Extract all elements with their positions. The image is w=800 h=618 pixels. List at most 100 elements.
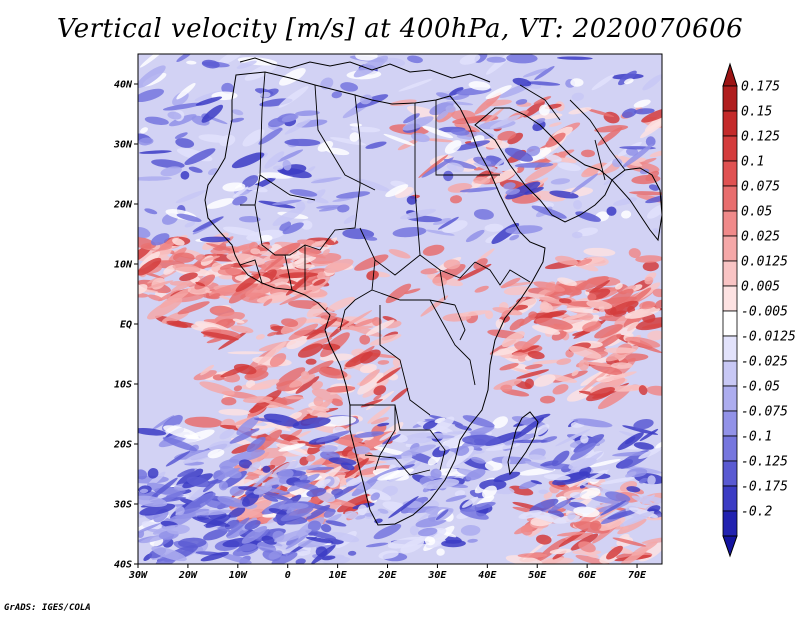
field-streak bbox=[307, 520, 322, 532]
field-streak bbox=[522, 100, 545, 118]
field-streak bbox=[328, 457, 357, 466]
field-streak bbox=[420, 295, 449, 317]
field-streak bbox=[373, 446, 410, 457]
field-streak bbox=[235, 273, 261, 292]
field-streak bbox=[429, 101, 454, 116]
field-streak bbox=[468, 81, 491, 91]
field-streak bbox=[436, 110, 449, 120]
field-streak bbox=[259, 234, 273, 242]
field-streak bbox=[315, 546, 328, 557]
y-tick-label: 30N bbox=[113, 140, 133, 151]
field-streak bbox=[600, 477, 635, 485]
field-streak bbox=[402, 116, 434, 131]
field-streak bbox=[626, 486, 641, 493]
colorbar-label: -0.2 bbox=[741, 505, 772, 520]
field-streak bbox=[522, 68, 547, 78]
field-streak bbox=[297, 440, 326, 449]
field-streak bbox=[255, 334, 265, 340]
field-streak bbox=[218, 408, 250, 416]
field-streak bbox=[641, 107, 662, 123]
field-streak bbox=[207, 479, 223, 484]
field-streak bbox=[241, 525, 268, 544]
field-streak bbox=[172, 263, 201, 273]
field-streak bbox=[271, 552, 298, 564]
field-streak bbox=[539, 302, 553, 313]
field-streak bbox=[511, 439, 548, 444]
field-streak bbox=[652, 288, 662, 298]
field-streak bbox=[589, 459, 621, 468]
field-streak bbox=[588, 495, 620, 505]
field-streak bbox=[493, 168, 518, 183]
field-streak bbox=[443, 158, 477, 169]
field-streak bbox=[187, 285, 210, 295]
field-streak bbox=[530, 113, 563, 120]
field-streak bbox=[517, 553, 548, 558]
field-streak bbox=[236, 60, 257, 69]
field-streak bbox=[598, 371, 637, 383]
colorbar-label: -0.175 bbox=[741, 480, 788, 495]
field-streak bbox=[385, 283, 412, 304]
x-tick-label: 40E bbox=[478, 570, 497, 581]
field-streak bbox=[633, 419, 654, 430]
field-streak bbox=[571, 92, 584, 101]
field-streak bbox=[276, 367, 306, 387]
field-streak bbox=[409, 525, 420, 536]
field-streak bbox=[285, 275, 310, 296]
field-streak bbox=[353, 55, 389, 78]
field-streak bbox=[320, 77, 334, 90]
field-streak bbox=[359, 369, 380, 387]
field-streak bbox=[313, 396, 324, 407]
field-streak bbox=[270, 455, 287, 467]
field-streak bbox=[370, 492, 381, 501]
field-streak bbox=[225, 517, 250, 537]
field-streak bbox=[219, 134, 236, 147]
field-streak bbox=[321, 555, 336, 561]
field-streak bbox=[516, 165, 525, 174]
field-streak bbox=[295, 558, 306, 564]
field-streak bbox=[138, 292, 149, 298]
field-streak bbox=[289, 189, 318, 197]
field-streak bbox=[575, 258, 593, 267]
field-streak bbox=[232, 186, 249, 198]
field-streak bbox=[138, 137, 154, 146]
field-streak bbox=[148, 477, 178, 501]
field-streak bbox=[305, 358, 317, 365]
field-streak bbox=[446, 162, 464, 173]
field-streak bbox=[645, 136, 656, 147]
field-streak bbox=[244, 62, 278, 81]
field-streak bbox=[285, 449, 307, 457]
field-streak bbox=[464, 501, 496, 512]
field-streak bbox=[583, 247, 616, 257]
field-streak bbox=[435, 509, 449, 521]
y-tick-label: 10N bbox=[114, 260, 133, 271]
field-streak bbox=[236, 416, 260, 436]
field-streak bbox=[400, 444, 437, 456]
field-streak bbox=[550, 499, 571, 512]
field-streak bbox=[619, 511, 655, 527]
field-streak bbox=[592, 392, 612, 399]
field-streak bbox=[465, 468, 486, 481]
field-streak bbox=[642, 74, 662, 91]
field-streak bbox=[162, 102, 203, 111]
colorbar-segment bbox=[722, 510, 738, 537]
field-streak bbox=[606, 206, 617, 216]
field-streak bbox=[184, 148, 216, 165]
field-streak bbox=[267, 331, 277, 337]
field-streak bbox=[165, 450, 191, 467]
field-streak bbox=[305, 166, 316, 174]
field-streak bbox=[575, 276, 609, 291]
field-streak bbox=[355, 54, 378, 61]
field-streak bbox=[406, 195, 417, 205]
colorbar-segment bbox=[722, 385, 738, 412]
field-streak bbox=[324, 258, 354, 273]
field-streak bbox=[358, 453, 379, 461]
field-streak bbox=[633, 99, 651, 108]
field-streak bbox=[555, 255, 578, 266]
border-lines bbox=[239, 71, 626, 476]
colorbar-label: -0.005 bbox=[741, 305, 788, 320]
field-streak bbox=[456, 263, 492, 282]
field-streak bbox=[385, 184, 409, 198]
field-streak bbox=[382, 485, 398, 497]
y-tick-label: 40N bbox=[114, 80, 133, 91]
field-streak bbox=[528, 454, 547, 461]
